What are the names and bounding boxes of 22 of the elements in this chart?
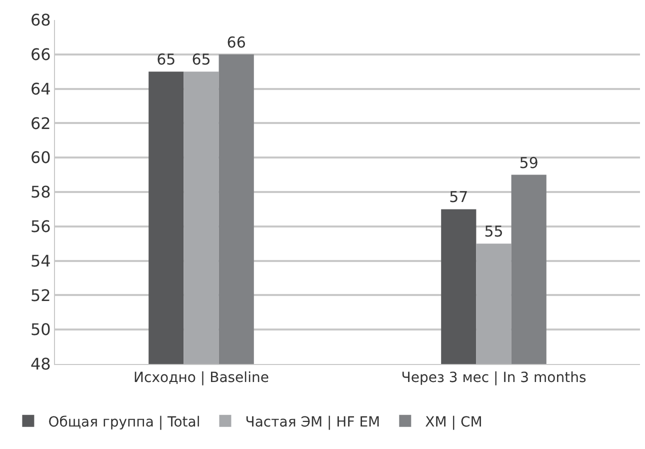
data-label: 65 bbox=[192, 50, 211, 69]
data-label: 65 bbox=[156, 50, 176, 69]
data-label: 59 bbox=[519, 154, 538, 172]
legend-label: ХМ | CM bbox=[425, 414, 482, 430]
y-tick-label: 54 bbox=[30, 251, 51, 270]
data-label: 66 bbox=[226, 33, 246, 52]
y-tick-label: 58 bbox=[30, 182, 51, 202]
data-label: 57 bbox=[449, 188, 468, 206]
y-tick-label: 48 bbox=[30, 354, 51, 374]
legend-label: Частая ЭМ | HF EM bbox=[245, 414, 380, 430]
x-tick-label: Через 3 мес | In 3 months bbox=[401, 370, 586, 386]
y-tick-label: 68 bbox=[30, 10, 51, 30]
y-tick-label: 52 bbox=[30, 286, 51, 305]
y-tick-label: 64 bbox=[30, 79, 51, 98]
legend-label: Общая группа | Total bbox=[48, 414, 200, 430]
y-tick-label: 66 bbox=[30, 45, 51, 64]
y-tick-label: 50 bbox=[30, 320, 51, 340]
y-tick-label: 62 bbox=[30, 114, 51, 133]
y-tick-label: 56 bbox=[30, 217, 51, 236]
x-tick-label: Исходно | Baseline bbox=[134, 370, 269, 386]
y-tick-label: 60 bbox=[30, 148, 51, 168]
data-label: 55 bbox=[484, 222, 504, 241]
